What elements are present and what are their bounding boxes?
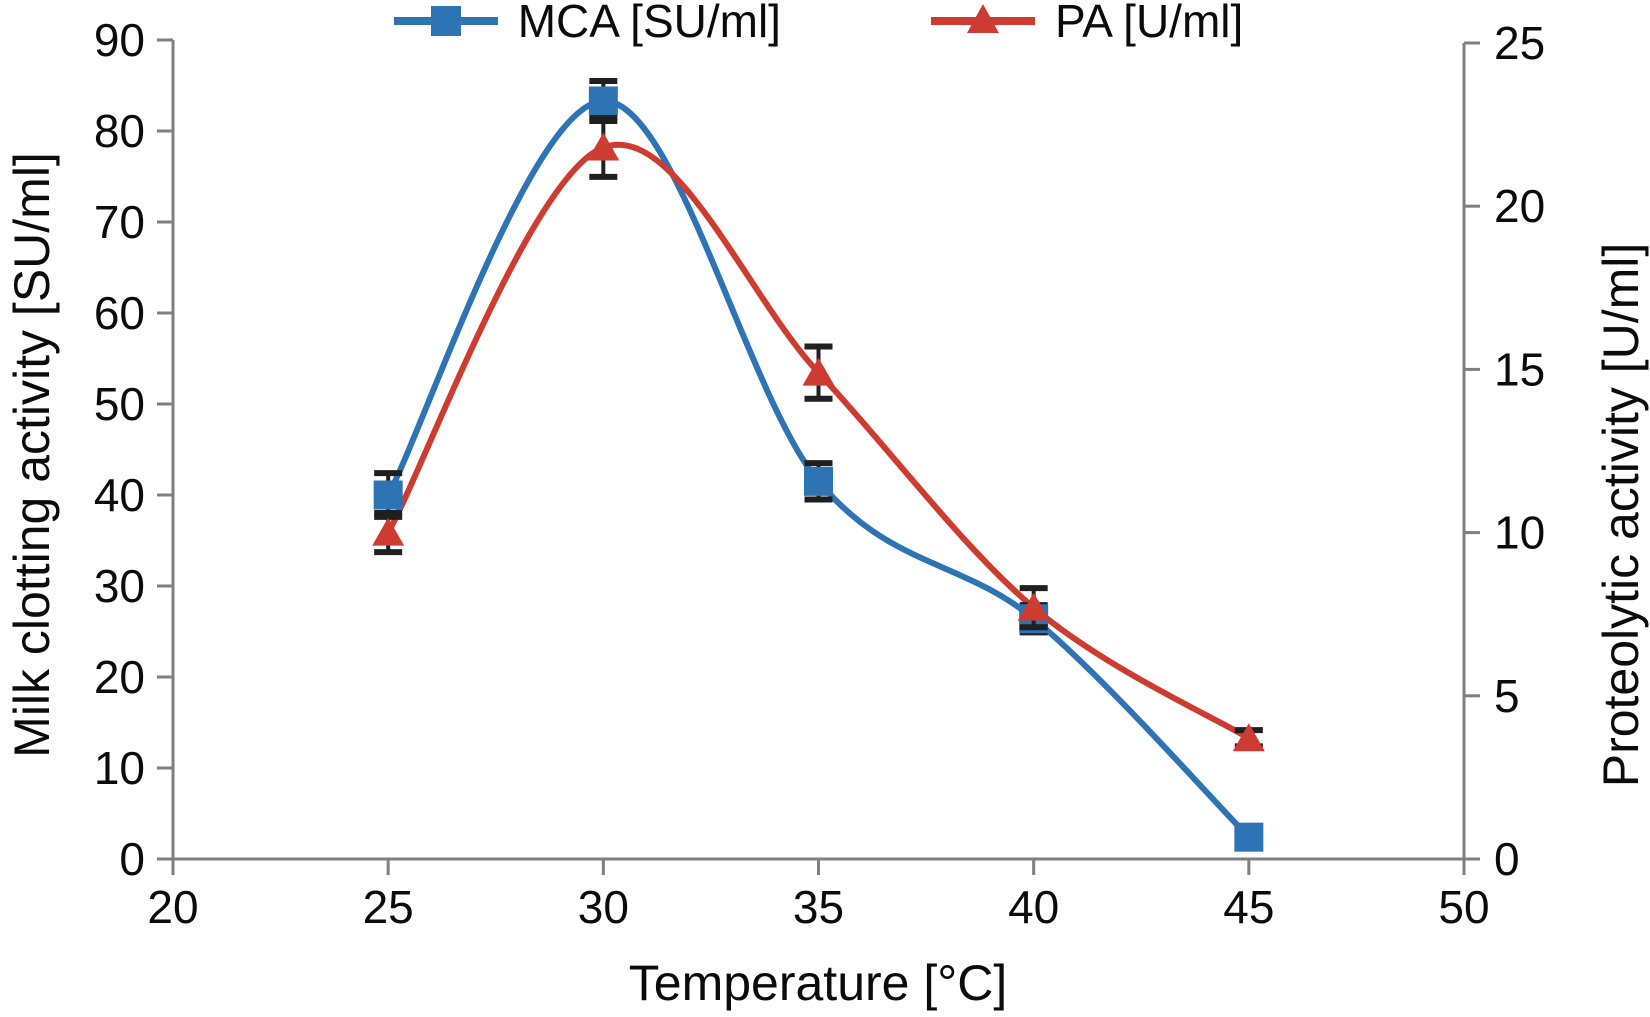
right-tick-label: 5 bbox=[1494, 670, 1520, 722]
pa-data-point-marker bbox=[372, 517, 405, 546]
left-tick-label: 20 bbox=[94, 651, 145, 703]
pa-triangle-marker-icon bbox=[930, 1, 1035, 41]
mca-data-point-marker bbox=[373, 480, 403, 510]
right-tick-label: 25 bbox=[1494, 17, 1545, 69]
right-axis-title: Proteolytic activity [U/ml] bbox=[1593, 242, 1649, 788]
x-tick-label: 50 bbox=[1438, 881, 1489, 933]
mca-data-point-marker bbox=[588, 86, 618, 116]
x-axis-title: Temperature [°C] bbox=[628, 955, 1008, 1011]
left-tick-label: 60 bbox=[94, 287, 145, 339]
left-tick-label: 50 bbox=[94, 378, 145, 430]
left-tick-label: 10 bbox=[94, 742, 145, 794]
left-tick-label: 40 bbox=[94, 469, 145, 521]
mca-data-point-marker bbox=[1234, 822, 1264, 852]
pa-data-point-marker bbox=[1232, 723, 1265, 752]
mca-curve bbox=[385, 97, 1252, 841]
left-tick-label: 80 bbox=[94, 105, 145, 157]
right-tick-label: 0 bbox=[1494, 833, 1520, 885]
left-tick-label: 70 bbox=[94, 196, 145, 248]
pa-data-point-marker bbox=[587, 132, 620, 161]
x-tick-label: 30 bbox=[578, 881, 629, 933]
right-tick-label: 10 bbox=[1494, 507, 1545, 559]
left-tick-label: 90 bbox=[94, 14, 145, 66]
legend-item-pa: PA [U/ml] bbox=[930, 0, 1244, 47]
x-tick-label: 20 bbox=[147, 881, 198, 933]
mca-data-point-marker bbox=[804, 466, 833, 496]
mca-square-swatch bbox=[430, 6, 461, 36]
x-tick-label: 35 bbox=[793, 881, 844, 933]
pa-data-point-marker bbox=[1017, 592, 1050, 621]
mca-square-marker-icon bbox=[393, 1, 498, 41]
pa-curve bbox=[385, 141, 1252, 742]
left-tick-label: 0 bbox=[119, 833, 145, 885]
right-tick-label: 15 bbox=[1494, 343, 1545, 395]
pa-data-point-marker bbox=[802, 357, 835, 386]
x-tick-label: 25 bbox=[363, 881, 414, 933]
x-tick-label: 45 bbox=[1223, 881, 1274, 933]
legend-label-pa: PA [U/ml] bbox=[1054, 0, 1244, 47]
x-tick-label: 40 bbox=[1008, 881, 1059, 933]
legend-item-mca: MCA [SU/ml] bbox=[393, 0, 781, 47]
legend: MCA [SU/ml] PA [U/ml] bbox=[173, 0, 1464, 47]
pa-triangle-swatch bbox=[966, 4, 999, 33]
left-axis-title: Milk clotting activity [SU/ml] bbox=[4, 152, 60, 758]
right-tick-label: 20 bbox=[1494, 180, 1545, 232]
legend-label-mca: MCA [SU/ml] bbox=[517, 0, 781, 47]
left-tick-label: 30 bbox=[94, 560, 145, 612]
